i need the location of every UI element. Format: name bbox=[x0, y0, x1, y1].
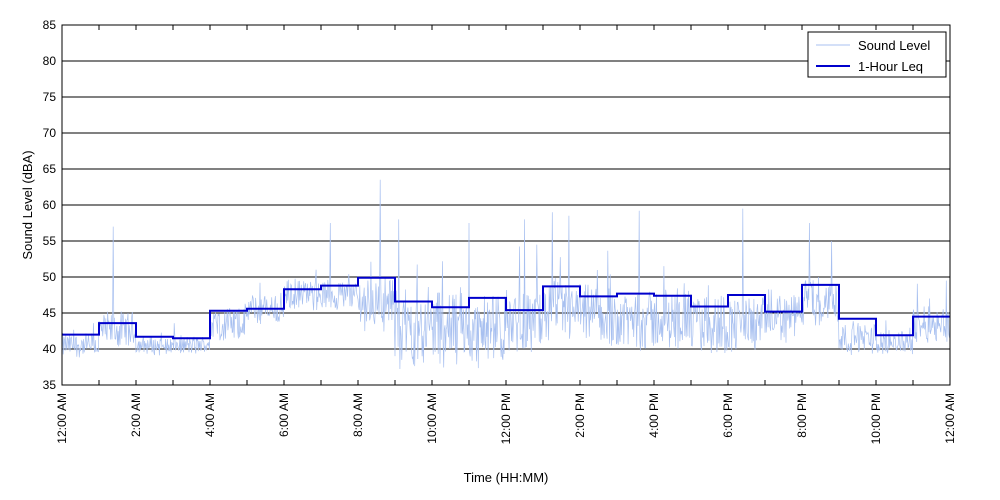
x-axis-title: Time (HH:MM) bbox=[464, 470, 549, 485]
plot-frame bbox=[61, 24, 951, 386]
y-tick-label: 55 bbox=[43, 234, 57, 248]
y-axis-title: Sound Level (dBA) bbox=[20, 150, 35, 259]
y-tick-label: 70 bbox=[43, 126, 57, 140]
y-tick-label: 45 bbox=[43, 306, 57, 320]
legend: Sound Level 1-Hour Leq bbox=[807, 31, 947, 78]
x-tick-label: 6:00 PM bbox=[721, 393, 735, 438]
y-tick-label: 65 bbox=[43, 162, 57, 176]
x-tick-label: 10:00 AM bbox=[425, 393, 439, 444]
x-tick-label: 4:00 PM bbox=[647, 393, 661, 438]
y-tick-label: 50 bbox=[43, 270, 57, 284]
series-1-hour-leq bbox=[62, 276, 950, 340]
x-tick-label: 12:00 PM bbox=[499, 393, 513, 444]
x-tick-label: 10:00 PM bbox=[869, 393, 883, 444]
y-tick-label: 80 bbox=[43, 54, 57, 68]
x-tick-label: 4:00 AM bbox=[203, 393, 217, 437]
x-tick-label: 8:00 AM bbox=[351, 393, 365, 437]
legend-label-sound-level: Sound Level bbox=[858, 38, 930, 53]
x-tick-label: 2:00 PM bbox=[573, 393, 587, 438]
y-tick-label: 40 bbox=[43, 342, 57, 356]
x-tick-label: 12:00 AM bbox=[55, 393, 69, 444]
x-tick-label: 12:00 AM bbox=[943, 393, 957, 444]
x-tick-label: 2:00 AM bbox=[129, 393, 143, 437]
y-tick-label: 60 bbox=[43, 198, 57, 212]
x-tick-label: 8:00 PM bbox=[795, 393, 809, 438]
x-axis-ticks: 12:00 AM 2:00 AM 4:00 AM 6:00 AM 8:00 AM 10:0… bbox=[55, 25, 957, 444]
y-tick-label: 75 bbox=[43, 90, 57, 104]
y-tick-label: 35 bbox=[43, 378, 57, 392]
legend-box bbox=[807, 31, 947, 78]
legend-label-1-hour-leq: 1-Hour Leq bbox=[858, 59, 923, 74]
leq-step-line bbox=[62, 276, 950, 340]
x-tick-label: 6:00 AM bbox=[277, 393, 291, 437]
y-tick-label: 85 bbox=[43, 18, 57, 32]
